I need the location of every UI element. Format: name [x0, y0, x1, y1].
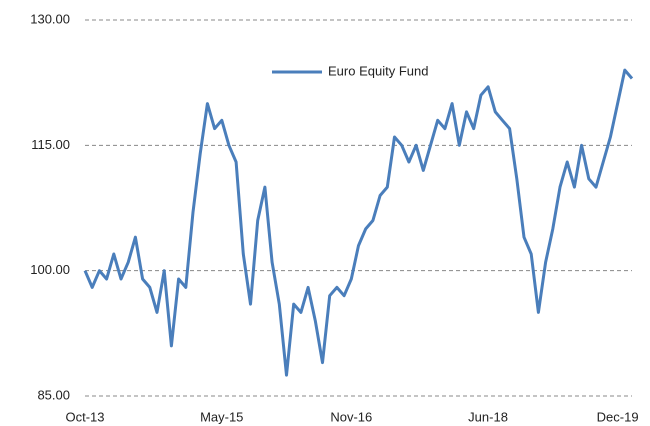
y-tick-label: 130.00: [30, 11, 70, 26]
y-tick-label: 115.00: [31, 137, 70, 152]
x-tick-label: Jun-18: [468, 409, 508, 424]
y-tick-label: 85.00: [37, 387, 70, 402]
legend-label: Euro Equity Fund: [328, 63, 428, 78]
y-tick-label: 100.00: [30, 262, 70, 277]
x-tick-label: Dec-19: [597, 409, 639, 424]
x-tick-label: Oct-13: [65, 409, 104, 424]
x-tick-label: Nov-16: [330, 409, 372, 424]
x-tick-label: May-15: [200, 409, 243, 424]
series-line: [83, 68, 634, 377]
